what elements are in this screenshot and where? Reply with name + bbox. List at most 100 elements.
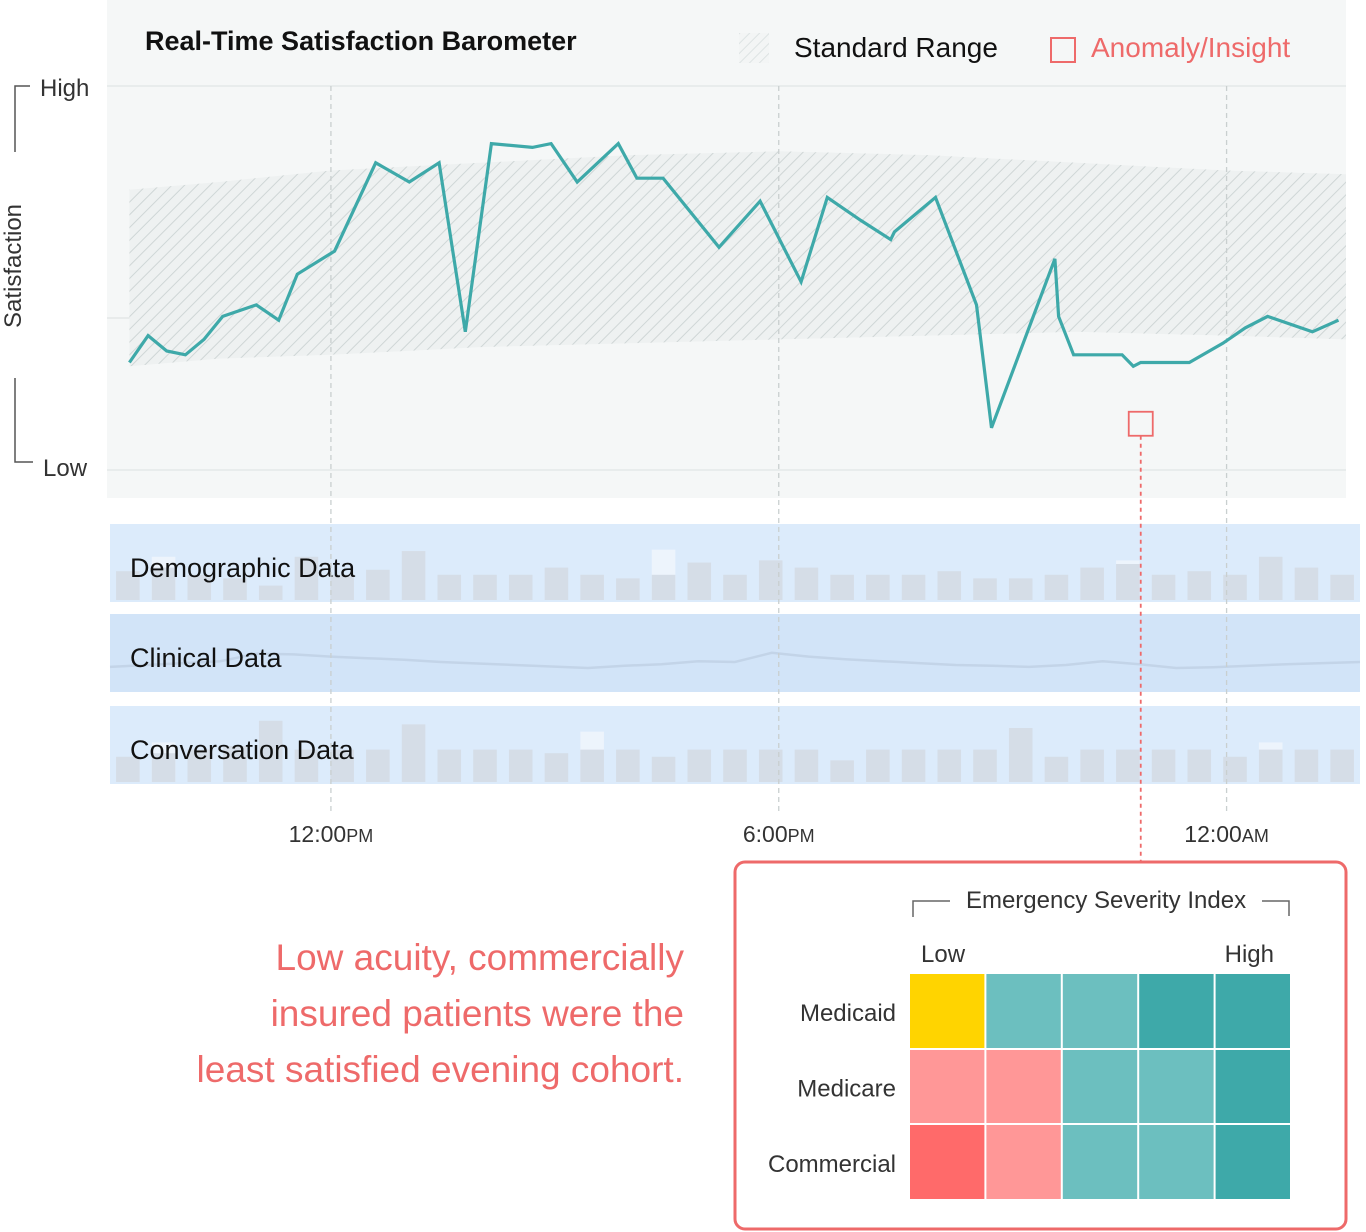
legend-standard-range-swatch xyxy=(739,33,769,63)
band-bar xyxy=(687,562,712,600)
heatmap-title: Emergency Severity Index xyxy=(966,887,1246,914)
band-background xyxy=(110,614,1360,692)
heatmap-cell xyxy=(1215,974,1290,1048)
band-bar xyxy=(687,749,712,782)
band-bar xyxy=(1080,567,1104,600)
heatmap-cell xyxy=(910,1050,985,1123)
heatmap-cell xyxy=(986,974,1061,1048)
band-label: Clinical Data xyxy=(130,643,283,673)
time-guidelines xyxy=(330,86,1228,815)
insight-text: Low acuity, commercially insured patient… xyxy=(60,930,684,1098)
band-bar xyxy=(473,574,497,600)
heatmap-cell xyxy=(1215,1050,1290,1123)
insight-panel: Emergency Severity Index Low High Medica… xyxy=(733,860,1348,1231)
data-bands: Demographic Data Clinical Data Conversatio… xyxy=(109,524,1361,784)
band-bar xyxy=(330,749,354,782)
band-bar xyxy=(437,749,462,782)
band-bar xyxy=(758,749,783,782)
heatmap-x-high-label: High xyxy=(1225,941,1274,968)
band-bar xyxy=(937,571,962,600)
insight-line-2: insured patients were the xyxy=(270,993,684,1034)
y-axis: High Low Satisfaction xyxy=(0,75,89,482)
band-bar xyxy=(830,760,854,782)
band-bar xyxy=(723,749,747,782)
band-bar xyxy=(1151,749,1176,782)
band-bar xyxy=(223,578,247,600)
band-bar xyxy=(437,574,462,600)
satisfaction-line xyxy=(128,141,1340,429)
y-axis-bracket-top xyxy=(14,85,30,152)
heatmap-bracket-left xyxy=(912,900,950,917)
band-bar xyxy=(508,574,533,600)
y-axis-high-label: High xyxy=(40,75,89,102)
band-bar xyxy=(1330,749,1354,782)
x-tick-label: 12:00PM xyxy=(289,821,374,847)
anomaly-marker[interactable] xyxy=(1127,410,1154,437)
heatmap-cell xyxy=(910,974,985,1048)
band-bar xyxy=(187,574,212,600)
band-bar xyxy=(937,749,962,782)
band-bar xyxy=(758,560,783,600)
band-bar xyxy=(1116,564,1140,600)
heatmap-cell xyxy=(1215,1125,1290,1199)
legend-anomaly-label: Anomaly/Insight xyxy=(1091,32,1290,63)
heatmap-cell xyxy=(986,1050,1061,1123)
band-bar xyxy=(401,551,426,600)
band-bar xyxy=(830,574,854,600)
band-bar xyxy=(1258,749,1283,782)
band-bar xyxy=(151,567,176,600)
band-bar xyxy=(1151,574,1176,600)
band-bar xyxy=(794,749,819,782)
heatmap-cell xyxy=(1062,1050,1138,1123)
heatmap-x-low-label: Low xyxy=(921,941,966,968)
band-bar xyxy=(616,749,640,782)
band-bar xyxy=(1294,749,1319,782)
band-bar xyxy=(544,753,569,782)
band-bar xyxy=(901,574,926,600)
legend-standard-range-label: Standard Range xyxy=(794,32,998,63)
band-bar xyxy=(473,749,497,782)
band-bar xyxy=(401,724,426,782)
band-bar xyxy=(187,749,212,782)
heatmap-cell xyxy=(1139,974,1214,1048)
band-bar xyxy=(1223,756,1247,782)
band-conversation-data: Conversation Data xyxy=(110,706,1360,784)
band-clinical-data: Clinical Data xyxy=(109,614,1361,692)
band-bar xyxy=(866,749,890,782)
insight-line-3: least satisfied evening cohort. xyxy=(196,1049,684,1090)
band-bar xyxy=(151,753,176,782)
band-bar xyxy=(1044,574,1069,600)
heatmap-cell xyxy=(910,1125,985,1199)
band-bar xyxy=(223,746,247,782)
band-bar xyxy=(330,574,354,600)
band-bar xyxy=(116,571,140,600)
band-label: Conversation Data xyxy=(130,735,355,765)
heatmap-cell xyxy=(986,1125,1061,1199)
band-bar xyxy=(258,720,283,782)
band-bar xyxy=(651,574,676,600)
band-bar xyxy=(973,749,997,782)
x-tick-label: 12:00AM xyxy=(1184,821,1269,847)
band-bar xyxy=(294,556,319,600)
x-axis: 12:00PM 6:00PM 12:00AM xyxy=(289,821,1269,847)
band-bar xyxy=(973,578,997,600)
band-bar xyxy=(580,574,604,600)
band-bar xyxy=(1008,728,1033,782)
y-axis-bracket-bottom xyxy=(14,378,33,463)
heatmap: Medicaid Medicare Commercial xyxy=(768,974,1290,1199)
band-bar xyxy=(616,578,640,600)
heatmap-bracket-right xyxy=(1262,900,1290,916)
band-bar xyxy=(1258,556,1283,600)
heatmap-cell xyxy=(1139,1125,1214,1199)
heatmap-row-label: Commercial xyxy=(768,1151,896,1178)
heatmap-row-label: Medicaid xyxy=(800,1000,896,1027)
band-bar xyxy=(1187,571,1212,600)
band-bar xyxy=(1080,749,1104,782)
band-demographic-data: Demographic Data xyxy=(110,524,1360,602)
band-bar xyxy=(366,569,390,600)
band-bar xyxy=(1187,749,1212,782)
band-bar xyxy=(866,574,890,600)
band-bar xyxy=(1223,574,1247,600)
band-bar xyxy=(901,749,926,782)
